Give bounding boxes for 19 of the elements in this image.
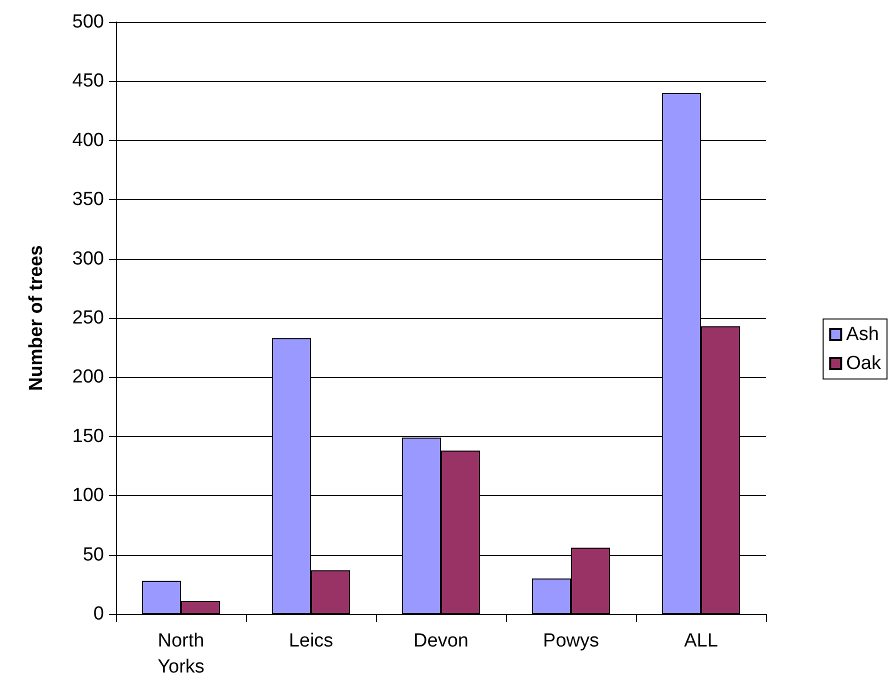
y-tick-label: 500 [72, 12, 104, 32]
y-tick-label: 100 [72, 485, 104, 506]
y-tick-label: 350 [72, 189, 104, 210]
legend-label: Ash [846, 324, 879, 345]
y-tick-label: 450 [72, 70, 104, 92]
y-tick-label: 200 [72, 366, 104, 388]
y-tick-label: 50 [82, 544, 104, 566]
x-tick-label: Devon [414, 630, 468, 652]
x-tick-label: Leics [288, 630, 334, 652]
x-tick-label: ALL [684, 630, 718, 652]
y-axis-title: Number of trees [26, 245, 47, 391]
y-tick-label: 150 [72, 426, 104, 447]
y-tick-label: 0 [93, 604, 104, 624]
y-tick-label: 400 [72, 130, 104, 151]
x-tick-label: North Yorks [158, 630, 204, 678]
legend-label: Oak [846, 353, 882, 374]
y-tick-label: 300 [72, 248, 104, 270]
y-tick-label: 250 [72, 308, 104, 328]
x-tick-label: Powys [543, 630, 599, 652]
